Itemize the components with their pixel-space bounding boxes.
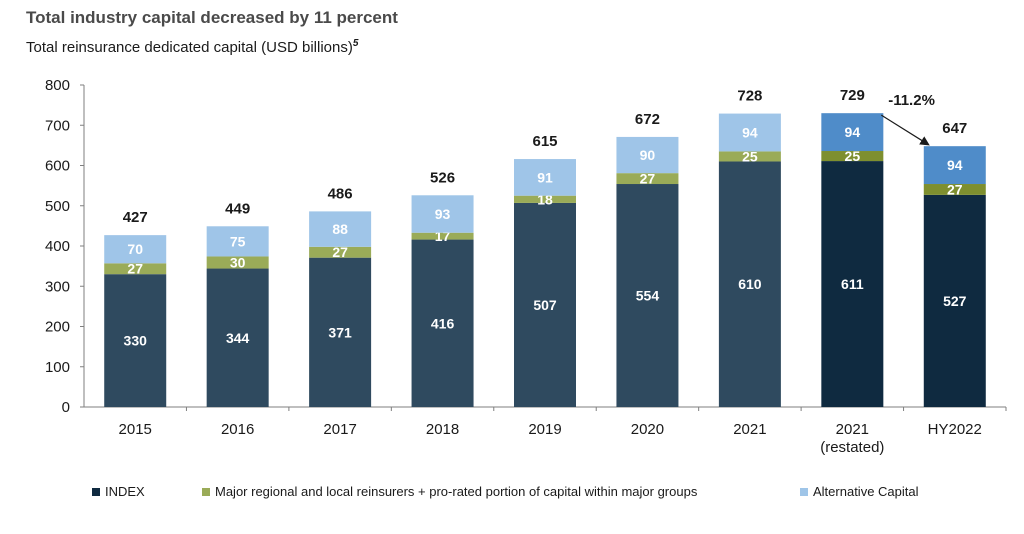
chart-subtitle: Total reinsurance dedicated capital (USD… (26, 38, 358, 56)
bar-segment-alternative (923, 146, 986, 185)
x-tick-label: 2019 (528, 421, 561, 438)
bar-segment-index (206, 268, 269, 407)
data-label-alternative: 91 (537, 169, 553, 185)
x-tick-label: HY2022 (928, 421, 982, 438)
x-tick-label: 2018 (426, 421, 459, 438)
chart-title: Total industry capital decreased by 11 p… (26, 8, 398, 27)
x-tick-label: 2015 (119, 421, 152, 438)
bar-segment-regional (309, 246, 372, 258)
data-label-index: 611 (841, 276, 864, 292)
total-label: 729 (840, 87, 865, 104)
x-tick-label: 2021 (836, 421, 869, 438)
total-label: 615 (532, 133, 557, 150)
y-tick-label: 700 (45, 117, 70, 134)
data-label-index: 416 (431, 315, 455, 331)
data-label-index: 610 (738, 276, 762, 292)
data-label-index: 554 (636, 288, 660, 304)
bar-segment-index (411, 239, 474, 407)
data-label-alternative: 90 (640, 147, 656, 163)
legend-item-regional: Major regional and local reinsurers + pr… (202, 484, 697, 499)
legend-item-alternative: Alternative Capital (800, 484, 919, 499)
total-label: 427 (123, 209, 148, 226)
bar-segment-regional (104, 263, 167, 275)
y-tick-label: 200 (45, 319, 70, 336)
data-label-alternative: 75 (230, 233, 246, 249)
bar-segment-regional (616, 173, 679, 185)
subtitle-text: Total reinsurance dedicated capital (USD… (26, 39, 353, 56)
legend-label-alternative: Alternative Capital (813, 484, 919, 499)
data-label-alternative: 70 (127, 241, 143, 257)
data-label-alternative: 94 (845, 124, 861, 140)
bar-segment-index (923, 194, 986, 407)
total-label: 647 (942, 120, 967, 137)
data-label-index: 371 (328, 324, 352, 340)
bar-segment-regional (923, 184, 986, 195)
data-label-alternative: 93 (435, 206, 451, 222)
data-label-regional: 25 (742, 148, 758, 164)
data-label-index: 330 (124, 333, 148, 349)
legend-item-index: INDEX (92, 484, 145, 499)
bar-segment-alternative (616, 136, 679, 174)
data-label-alternative: 94 (947, 157, 963, 173)
total-label: 526 (430, 169, 455, 186)
chart-legend: INDEX Major regional and local reinsurer… (0, 484, 1024, 504)
data-label-index: 507 (533, 297, 557, 313)
x-tick-label: 2021 (733, 421, 766, 438)
total-label: 728 (737, 88, 762, 105)
bar-segment-index (821, 161, 884, 407)
legend-swatch-regional (202, 487, 210, 496)
legend-label-regional: Major regional and local reinsurers + pr… (215, 484, 698, 499)
bar-segment-index (718, 161, 781, 407)
data-label-alternative: 94 (742, 124, 758, 140)
bar-segment-regional (514, 195, 576, 203)
total-label: 672 (635, 111, 660, 128)
bar-segment-index (104, 274, 167, 407)
legend-swatch-index (92, 487, 100, 496)
bar-segment-alternative (514, 159, 576, 196)
x-tick-label: 2020 (631, 421, 664, 438)
change-annotation: -11.2% (888, 92, 935, 109)
legend-label-index: INDEX (105, 484, 145, 499)
data-label-regional: 27 (640, 171, 656, 187)
legend-swatch-alternative (800, 487, 808, 496)
bar-segment-alternative (309, 211, 372, 247)
bar-segment-regional (206, 256, 269, 269)
x-tick-label: (restated) (820, 439, 884, 456)
y-tick-label: 500 (45, 198, 70, 215)
x-tick-label: 2016 (221, 421, 254, 438)
total-label: 486 (328, 185, 353, 202)
x-tick-label: 2017 (323, 421, 356, 438)
data-label-regional: 27 (947, 181, 963, 197)
y-tick-label: 800 (45, 77, 70, 94)
y-tick-label: 400 (45, 238, 70, 255)
y-tick-label: 100 (45, 359, 70, 376)
data-label-alternative: 88 (332, 221, 348, 237)
bar-segment-regional (718, 151, 781, 162)
bar-segment-alternative (206, 226, 269, 257)
y-tick-label: 600 (45, 158, 70, 175)
data-label-regional: 30 (230, 255, 246, 271)
y-tick-label: 300 (45, 278, 70, 295)
data-label-regional: 27 (127, 261, 143, 277)
bar-segment-index (309, 257, 372, 407)
total-label: 449 (225, 200, 250, 217)
bar-segment-alternative (411, 195, 474, 233)
data-label-regional: 25 (845, 148, 861, 164)
change-arrow (881, 114, 930, 146)
bar-segment-alternative (718, 113, 781, 152)
bar-segment-alternative (104, 235, 167, 264)
bar-segment-index (616, 184, 679, 407)
bar-segment-regional (821, 151, 884, 162)
bar-segment-regional (411, 232, 474, 240)
data-label-regional: 27 (332, 244, 348, 260)
bar-segment-index (514, 202, 576, 407)
bar-segment-alternative (821, 113, 884, 152)
data-label-index: 344 (226, 330, 250, 346)
subtitle-footnote: 5 (352, 38, 359, 49)
stacked-bar-chart: 0 100 200 300 400 500 600 700 800 330 27 70 427 2015 3… (45, 77, 1007, 456)
y-tick-label: 0 (62, 399, 70, 416)
data-label-index: 527 (943, 293, 967, 309)
